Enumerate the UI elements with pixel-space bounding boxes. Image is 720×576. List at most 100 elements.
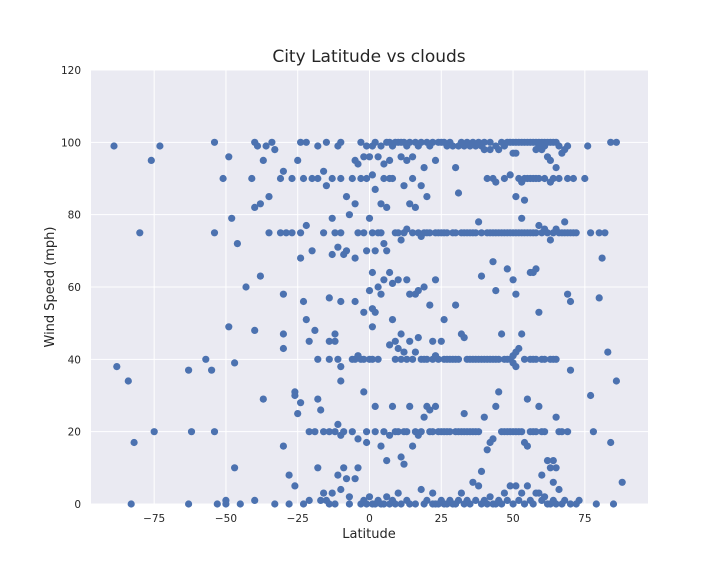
data-point bbox=[532, 229, 540, 237]
data-point bbox=[325, 355, 333, 363]
data-point bbox=[354, 464, 362, 472]
data-point bbox=[354, 435, 362, 443]
data-point bbox=[440, 316, 448, 324]
data-point bbox=[506, 482, 514, 490]
data-point bbox=[431, 276, 440, 284]
data-point bbox=[127, 500, 135, 508]
data-point bbox=[403, 428, 411, 436]
data-point bbox=[328, 489, 336, 497]
data-point bbox=[233, 240, 241, 248]
data-point bbox=[288, 229, 296, 237]
data-point bbox=[374, 153, 382, 161]
data-points bbox=[110, 138, 626, 508]
data-point bbox=[437, 337, 445, 345]
data-point bbox=[498, 330, 506, 338]
data-point bbox=[297, 138, 305, 146]
data-point bbox=[503, 496, 511, 504]
data-point bbox=[566, 500, 575, 508]
data-point bbox=[147, 156, 155, 164]
data-point bbox=[409, 174, 417, 183]
data-point bbox=[388, 174, 397, 183]
data-point bbox=[285, 471, 293, 479]
y-tick-labels: 0 20 40 60 80 100 120 bbox=[61, 65, 81, 511]
data-point bbox=[294, 410, 302, 418]
data-point bbox=[282, 229, 290, 237]
data-point bbox=[564, 290, 572, 298]
data-point bbox=[279, 167, 287, 175]
data-point bbox=[320, 489, 328, 497]
data-point bbox=[535, 221, 543, 230]
data-point bbox=[236, 500, 244, 508]
data-point bbox=[297, 399, 305, 407]
data-point bbox=[604, 348, 612, 356]
data-point bbox=[612, 377, 621, 385]
data-point bbox=[411, 203, 419, 211]
data-point bbox=[187, 428, 196, 436]
data-point bbox=[363, 247, 371, 255]
data-point bbox=[417, 485, 425, 494]
data-point bbox=[552, 464, 560, 472]
data-point bbox=[185, 500, 193, 508]
data-point bbox=[225, 153, 233, 161]
data-point bbox=[518, 330, 526, 338]
data-point bbox=[486, 138, 494, 146]
data-point bbox=[431, 156, 440, 164]
data-point bbox=[409, 229, 417, 237]
data-point bbox=[426, 406, 434, 414]
data-point bbox=[231, 359, 239, 367]
data-point bbox=[225, 323, 233, 331]
x-tick-label: 50 bbox=[506, 513, 519, 525]
data-point bbox=[552, 355, 560, 363]
data-point bbox=[271, 500, 279, 508]
data-point bbox=[564, 428, 572, 436]
data-point bbox=[552, 500, 560, 508]
data-point bbox=[454, 189, 463, 197]
data-point bbox=[483, 174, 491, 183]
data-point bbox=[331, 229, 339, 237]
data-point bbox=[558, 428, 566, 436]
data-point bbox=[368, 171, 376, 179]
data-point bbox=[377, 229, 385, 237]
data-point bbox=[388, 279, 397, 287]
data-point bbox=[475, 218, 483, 226]
data-point bbox=[397, 355, 405, 363]
data-point bbox=[572, 229, 580, 237]
data-point bbox=[607, 438, 615, 447]
data-point bbox=[552, 164, 560, 172]
x-tick-label: −50 bbox=[215, 513, 237, 525]
data-point bbox=[325, 428, 333, 436]
data-point bbox=[406, 337, 414, 345]
data-point bbox=[434, 355, 442, 363]
data-point bbox=[489, 435, 497, 443]
data-point bbox=[483, 446, 491, 454]
data-point bbox=[480, 146, 488, 154]
data-point bbox=[351, 254, 359, 262]
data-point bbox=[305, 337, 313, 345]
data-point bbox=[256, 272, 264, 280]
data-point bbox=[259, 156, 267, 164]
data-point bbox=[222, 496, 230, 504]
data-point bbox=[409, 442, 417, 450]
data-point bbox=[360, 229, 368, 237]
data-point bbox=[417, 138, 425, 146]
data-point bbox=[383, 493, 391, 501]
data-point bbox=[291, 482, 299, 490]
data-point bbox=[429, 138, 437, 146]
data-point bbox=[552, 413, 560, 421]
data-point bbox=[383, 457, 391, 465]
data-point bbox=[305, 428, 313, 436]
data-point bbox=[325, 500, 333, 508]
x-tick-label: 0 bbox=[366, 513, 373, 525]
data-point bbox=[265, 229, 273, 237]
data-point bbox=[400, 182, 408, 190]
data-point bbox=[377, 442, 385, 450]
data-point bbox=[480, 138, 488, 146]
data-point bbox=[429, 337, 437, 345]
data-point bbox=[532, 428, 540, 436]
data-point bbox=[365, 287, 374, 295]
data-point bbox=[317, 406, 325, 414]
x-axis-label: Latitude bbox=[342, 527, 396, 542]
data-point bbox=[400, 460, 408, 468]
data-point bbox=[388, 316, 397, 324]
